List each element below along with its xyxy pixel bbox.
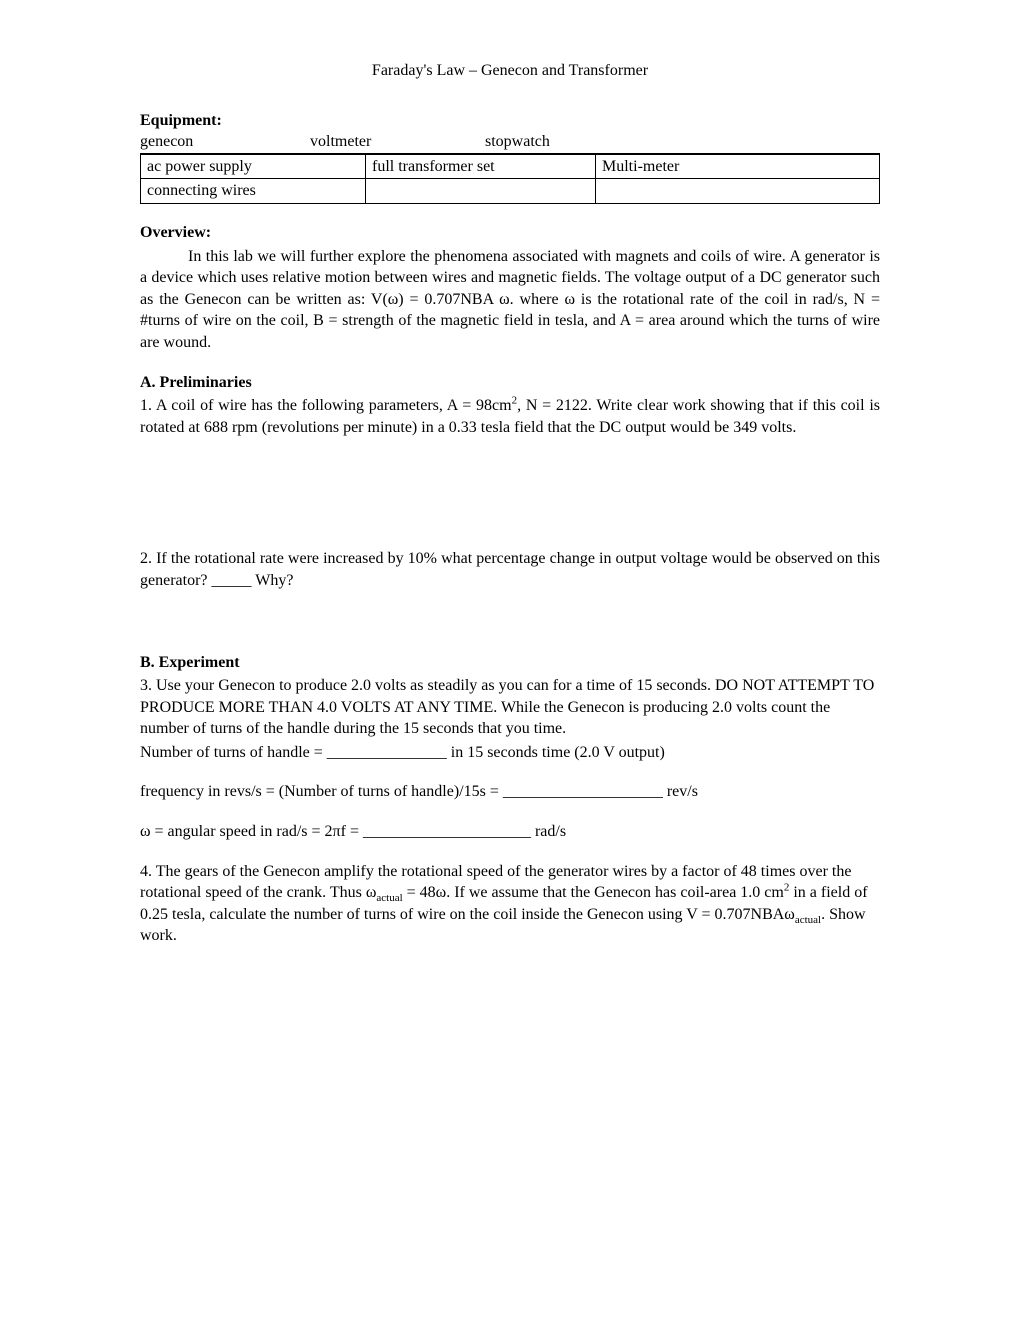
equip-cell: Multi-meter	[596, 154, 880, 179]
section-b-heading: B. Experiment	[140, 652, 880, 674]
equip-cell: full transformer set	[366, 154, 596, 179]
equip-cell: voltmeter	[310, 131, 485, 153]
table-row: ac power supply full transformer set Mul…	[141, 154, 880, 179]
question-1: 1. A coil of wire has the following para…	[140, 395, 880, 438]
q1-text-pre: 1. A coil of wire has the following para…	[140, 397, 512, 414]
equipment-table: ac power supply full transformer set Mul…	[140, 154, 880, 204]
q4-sub: actual	[376, 892, 402, 904]
equip-cell: ac power supply	[141, 154, 366, 179]
equip-cell: genecon	[140, 131, 310, 153]
overview-body: In this lab we will further explore the …	[140, 246, 880, 354]
equip-cell: stopwatch	[485, 131, 880, 153]
page-title: Faraday's Law – Genecon and Transformer	[140, 60, 880, 82]
question-3a: 3. Use your Genecon to produce 2.0 volts…	[140, 675, 880, 740]
equipment-row-1: genecon voltmeter stopwatch	[140, 131, 880, 154]
section-a-heading: A. Preliminaries	[140, 372, 880, 394]
equip-cell	[596, 179, 880, 204]
equipment-heading: Equipment:	[140, 110, 880, 132]
equip-cell	[366, 179, 596, 204]
question-4: 4. The gears of the Genecon amplify the …	[140, 861, 880, 947]
equip-cell: connecting wires	[141, 179, 366, 204]
table-row: connecting wires	[141, 179, 880, 204]
question-3c: frequency in revs/s = (Number of turns o…	[140, 781, 880, 803]
q4-sub: actual	[795, 914, 821, 926]
question-2: 2. If the rotational rate were increased…	[140, 548, 880, 591]
q4-text: = 48ω. If we assume that the Genecon has…	[403, 884, 784, 901]
question-3b: Number of turns of handle = ____________…	[140, 742, 880, 764]
question-3d: ω = angular speed in rad/s = 2πf = _____…	[140, 821, 880, 843]
overview-heading: Overview:	[140, 222, 880, 244]
